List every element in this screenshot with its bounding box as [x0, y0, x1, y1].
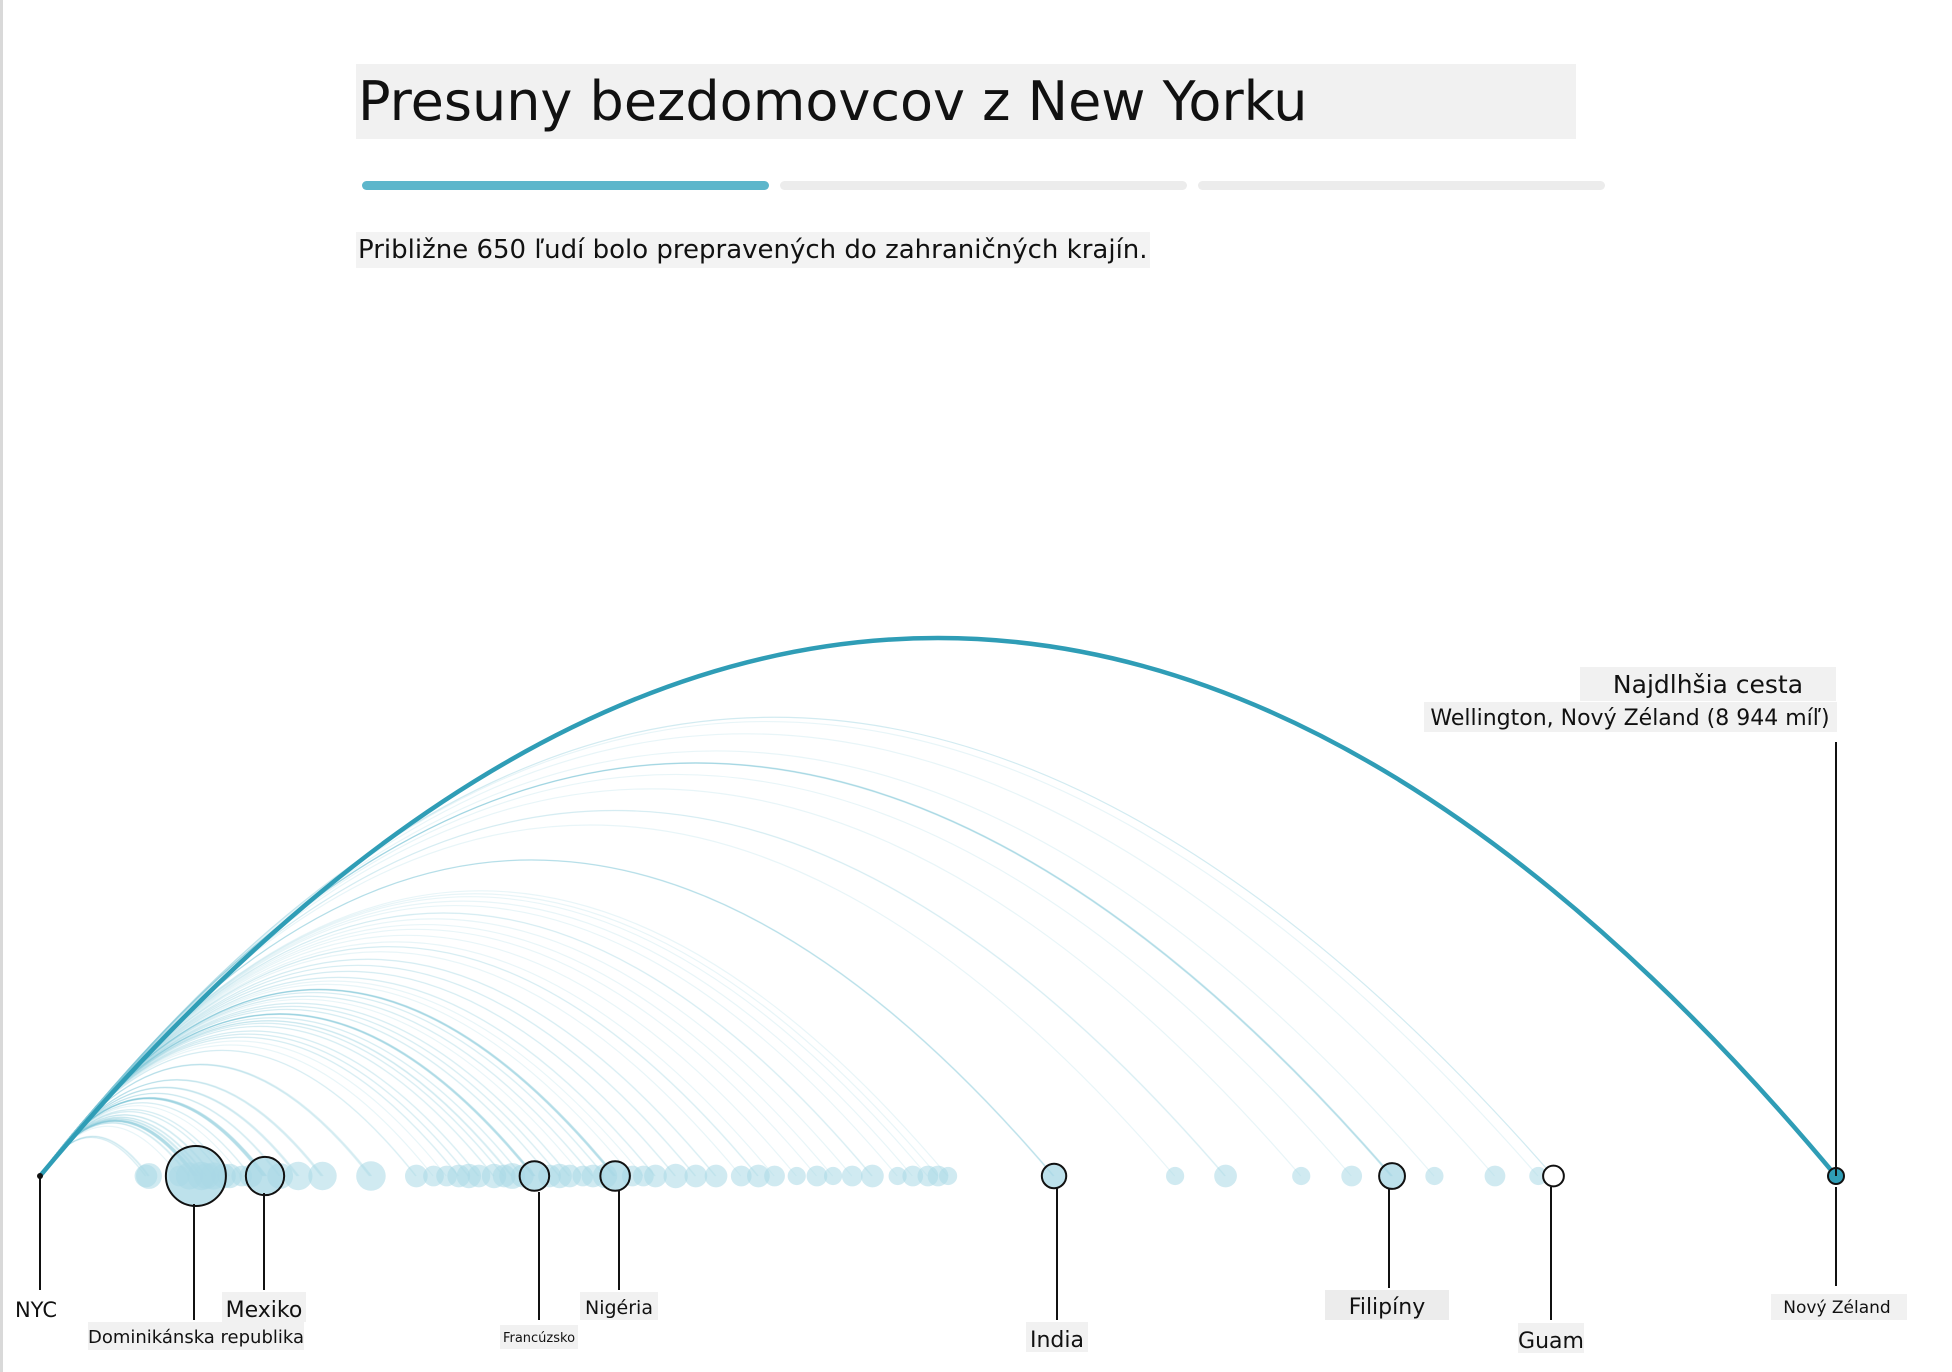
destination-dot — [823, 1166, 843, 1186]
destination-dot — [356, 1161, 386, 1191]
step-caption: Približne 650 ľudí bolo prepravených do … — [356, 232, 1150, 268]
trip-arc — [39, 774, 1352, 1177]
left-border — [0, 0, 3, 1372]
new-zealand-label: Nový Zéland — [1783, 1298, 1890, 1318]
labeled-destination-dot — [164, 1144, 227, 1208]
destination-dot — [644, 1164, 667, 1188]
destination-dot — [663, 1163, 688, 1189]
destination-dot — [308, 1161, 337, 1191]
step-2-indicator[interactable] — [780, 181, 1187, 190]
destination-dot — [1529, 1166, 1548, 1186]
origin-dot — [37, 1173, 43, 1179]
philippines-label: Filipíny — [1349, 1295, 1425, 1320]
destination-dot — [861, 1164, 884, 1188]
destination-dot — [841, 1165, 863, 1187]
india-label: India — [1030, 1328, 1084, 1353]
destination-dot — [888, 1166, 907, 1186]
destination-dot — [1166, 1166, 1185, 1186]
destination-dot — [747, 1164, 770, 1188]
step-1-indicator[interactable] — [362, 181, 769, 190]
trip-arc — [39, 1030, 480, 1177]
trip-arc — [39, 1030, 479, 1177]
trip-arc — [39, 762, 1393, 1177]
destination-dot — [1484, 1165, 1506, 1187]
labeled-destination-dot — [244, 1155, 286, 1197]
trip-arc — [39, 733, 1496, 1177]
destination-dot — [1292, 1166, 1311, 1186]
destination-dot — [284, 1161, 313, 1191]
trip-arc — [39, 720, 1539, 1177]
nigeria-label: Nigéria — [585, 1297, 653, 1319]
destination-dot — [1214, 1164, 1237, 1188]
destination-dot — [1425, 1166, 1444, 1186]
destination-dot — [764, 1165, 785, 1187]
callout-detail: Wellington, Nový Zéland (8 944 míľ) — [1430, 706, 1829, 731]
destination-dot — [730, 1165, 752, 1187]
trip-arc — [39, 788, 1302, 1177]
mexico-label: Mexiko — [226, 1298, 303, 1323]
france-label: Francúzsko — [503, 1331, 575, 1346]
trip-arc — [39, 762, 1392, 1177]
destination-dot — [787, 1166, 806, 1186]
labeled-destination-dot — [1542, 1164, 1565, 1188]
france-label-bg — [500, 1325, 578, 1349]
destination-dot — [1341, 1165, 1363, 1187]
india-label-bg — [1026, 1322, 1088, 1352]
destination-dot — [806, 1165, 828, 1187]
labeled-destination-dot — [1378, 1162, 1406, 1190]
destination-dot — [684, 1164, 708, 1188]
nigeria-label-bg — [580, 1292, 658, 1320]
callout-detail-bg — [1424, 702, 1837, 732]
step-indicator — [362, 181, 1605, 190]
mexico-label-bg — [222, 1292, 306, 1322]
guam-label: Guam — [1518, 1329, 1584, 1354]
trip-arc — [39, 750, 1435, 1177]
trip-arc — [39, 762, 1393, 1177]
step-3-indicator[interactable] — [1198, 181, 1605, 190]
origin-label: NYC — [15, 1298, 57, 1322]
philippines-label-bg — [1325, 1290, 1449, 1320]
labeled-destination-dot — [1040, 1162, 1068, 1190]
destination-dot — [136, 1163, 162, 1189]
destination-dot — [902, 1165, 924, 1187]
callout-title-bg — [1580, 667, 1836, 701]
page-title: Presuny bezdomovcov z New Yorku — [356, 64, 1576, 139]
guam-label-bg — [1518, 1323, 1584, 1353]
labeled-destination-group — [164, 1144, 1845, 1208]
arc-group — [39, 716, 1554, 1177]
highlight-arc — [38, 635, 1838, 1178]
destination-dot — [704, 1164, 728, 1188]
callout-title: Najdlhšia cesta — [1613, 670, 1803, 699]
trip-arc — [39, 716, 1554, 1177]
destination-dot — [404, 1164, 428, 1188]
new-zealand-label-bg — [1771, 1294, 1907, 1320]
labeled-destination-dot — [599, 1160, 631, 1192]
destination-dot-group — [134, 1145, 1564, 1207]
destination-dot — [938, 1166, 958, 1186]
labeled-destination-dot — [518, 1160, 551, 1192]
dominican-label: Dominikánska republika — [88, 1327, 304, 1348]
dominican-label-bg — [88, 1322, 304, 1350]
